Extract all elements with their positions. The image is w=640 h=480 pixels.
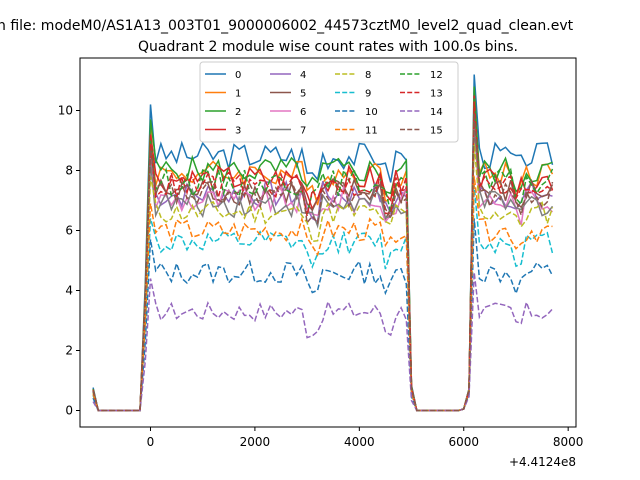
legend-label: 14 [430, 107, 443, 118]
x-tick-label: 4000 [344, 435, 375, 449]
figure-suptitle: n file: modeM0/AS1A13_003T01_9000006002_… [0, 18, 574, 34]
x-axis: 0 2000 4000 6000 8000 [147, 427, 584, 449]
x-tick-label: 6000 [448, 435, 479, 449]
y-tick-label: 0 [65, 404, 73, 418]
x-tick-label: 0 [147, 435, 155, 449]
axes-frame [79, 57, 577, 428]
legend-label: 11 [365, 126, 378, 137]
series-layer [92, 74, 554, 412]
series-line-15 [92, 113, 554, 412]
legend-label: 8 [365, 70, 371, 81]
y-tick-label: 4 [65, 284, 73, 298]
y-tick-label: 10 [58, 104, 73, 118]
series-line-13 [92, 101, 553, 412]
legend-label: 12 [430, 70, 443, 81]
y-axis: 0 2 4 6 8 10 [58, 104, 80, 418]
x-tick-label: 2000 [240, 435, 271, 449]
series-line-11 [92, 176, 553, 412]
series-line-7 [92, 125, 554, 412]
chart-title: Quadrant 2 module wise count rates with … [138, 39, 518, 55]
legend-label: 13 [430, 89, 443, 100]
legend-box [199, 61, 459, 143]
legend-label: 4 [300, 70, 306, 81]
legend-label: 10 [365, 107, 378, 118]
legend-label: 1 [235, 89, 241, 100]
legend-label: 0 [235, 70, 241, 81]
x-tick-label: 8000 [553, 435, 584, 449]
legend-label: 3 [235, 126, 241, 137]
legend-label: 2 [235, 107, 241, 118]
series-line-4 [92, 113, 553, 412]
legend-label: 9 [365, 89, 371, 100]
series-line-0 [92, 74, 554, 412]
series-line-10 [92, 218, 554, 412]
series-line-14 [92, 272, 554, 412]
y-tick-label: 8 [65, 164, 73, 178]
legend-label: 15 [430, 126, 443, 137]
series-line-9 [92, 185, 554, 412]
x-offset-text: +4.4124e8 [509, 455, 576, 469]
legend-label: 7 [300, 126, 306, 137]
y-tick-label: 2 [65, 344, 73, 358]
legend-label: 5 [300, 89, 306, 100]
series-line-8 [92, 143, 554, 412]
legend-label: 6 [300, 107, 306, 118]
y-tick-label: 6 [65, 224, 73, 238]
